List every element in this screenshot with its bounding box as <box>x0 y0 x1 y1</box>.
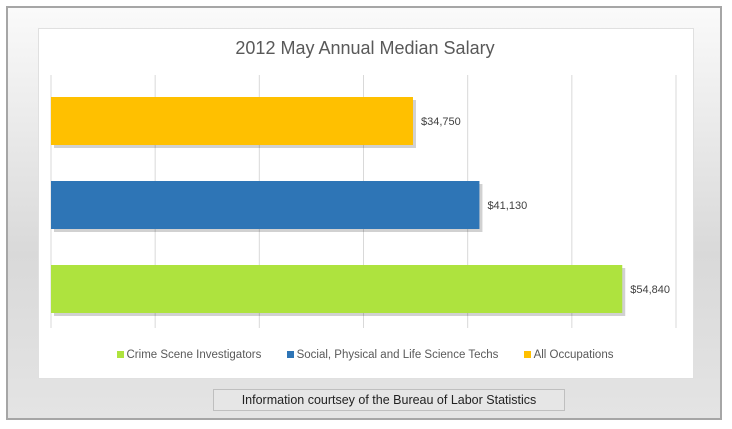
source-caption: Information courtsey of the Bureau of La… <box>213 389 565 411</box>
legend: Crime Scene Investigators Social, Physic… <box>38 349 692 361</box>
legend-item: Social, Physical and Life Science Techs <box>286 349 499 361</box>
bar <box>51 97 413 145</box>
data-label: $34,750 <box>421 116 461 128</box>
legend-label: Crime Scene Investigators <box>126 349 262 361</box>
bar <box>51 265 623 313</box>
bar <box>51 181 480 229</box>
legend-swatch <box>116 351 124 358</box>
legend-item: Crime Scene Investigators <box>116 349 262 361</box>
legend-label: All Occupations <box>533 349 614 361</box>
legend-swatch <box>523 351 531 358</box>
legend-swatch <box>286 351 294 358</box>
legend-item: All Occupations <box>523 349 614 361</box>
data-label: $41,130 <box>487 200 527 212</box>
chart-title: 2012 May Annual Median Salary <box>235 38 495 58</box>
data-label: $54,840 <box>630 284 670 296</box>
legend-label: Social, Physical and Life Science Techs <box>296 349 499 361</box>
